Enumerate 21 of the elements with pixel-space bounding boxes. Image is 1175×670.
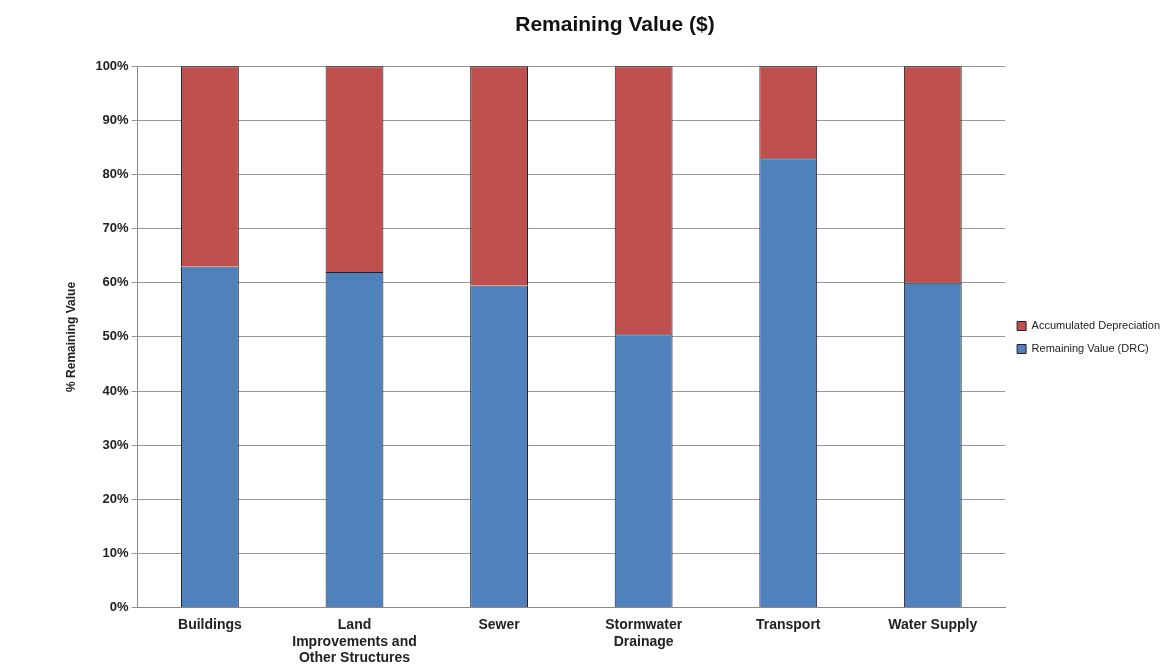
legend-label: Accumulated Depreciation: [1031, 319, 1160, 332]
y-tick-label: 60%: [102, 274, 130, 290]
x-tick-label: Transport: [755, 615, 821, 632]
chart-title: Remaining Value ($): [515, 12, 715, 36]
y-tick-label: 30%: [102, 436, 130, 452]
y-tick-label: 80%: [102, 166, 130, 182]
x-tick-label: Land Improvements and Other Structures: [292, 615, 417, 666]
y-tick-label: 40%: [102, 382, 130, 398]
x-tick-label: Sewer: [478, 615, 521, 632]
y-tick-label: 20%: [102, 490, 130, 506]
x-tick-label: Buildings: [178, 615, 243, 632]
y-tick-label: 90%: [102, 111, 130, 127]
x-tick-label: Water Supply: [888, 615, 978, 632]
y-tick-label: 70%: [102, 220, 130, 236]
y-axis-title: % Remaining Value: [63, 281, 78, 392]
y-tick-label: 100%: [95, 57, 130, 73]
y-tick-label: 0%: [109, 599, 130, 615]
x-tick-label: Stormwater Drainage: [605, 615, 683, 649]
legend-label: Remaining Value (DRC): [1031, 342, 1149, 355]
y-tick-label: 50%: [102, 328, 130, 344]
y-tick-label: 10%: [102, 545, 130, 561]
